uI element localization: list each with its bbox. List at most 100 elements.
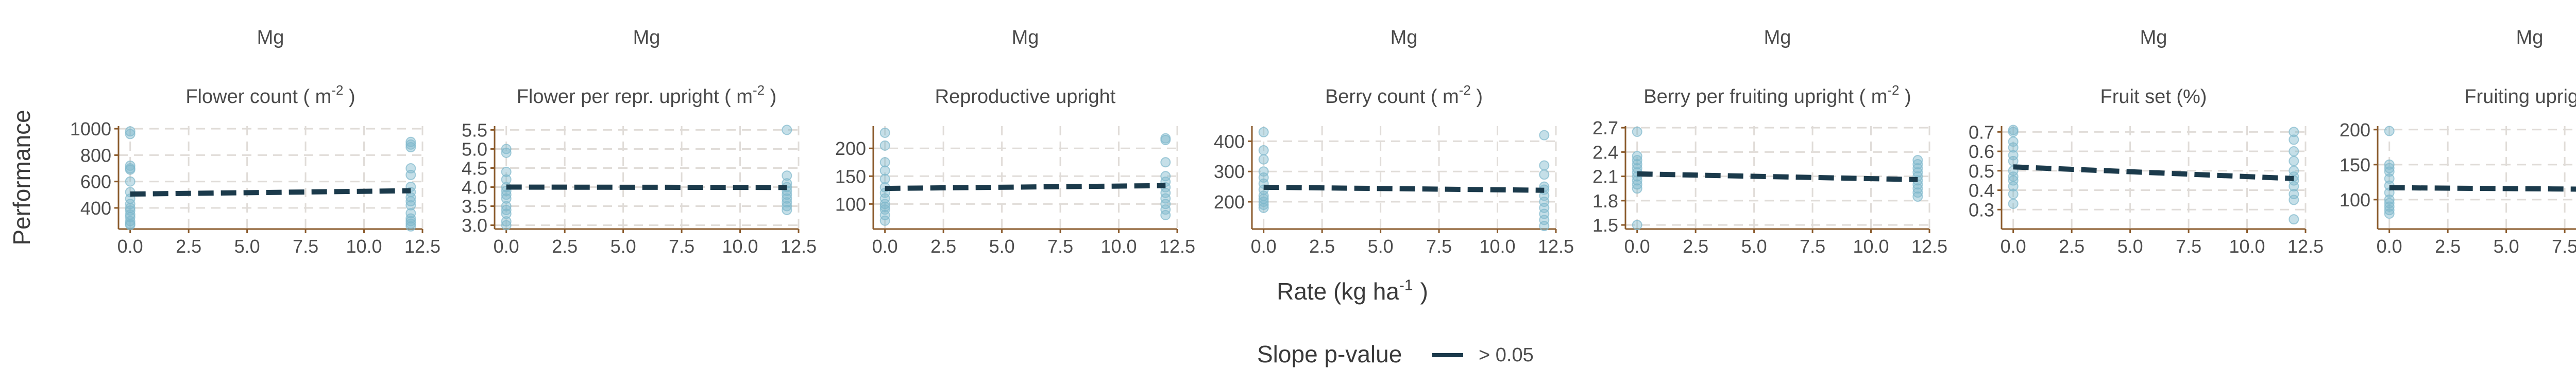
panel-unit-post: ) bbox=[343, 86, 355, 108]
panel-data-point bbox=[405, 213, 416, 224]
panel-x-tick-label: 10.0 bbox=[1100, 236, 1137, 257]
panel-data-point bbox=[879, 173, 890, 184]
panel-title: Flower per repr. upright ( m-2 ) bbox=[517, 82, 777, 108]
panel-title-text: Berry count ( bbox=[1325, 86, 1443, 108]
x-axis-title-end: ) bbox=[1420, 278, 1428, 305]
panel-nutrient-label: Mg bbox=[1391, 27, 1418, 48]
panel-x-tick-label: 12.5 bbox=[1538, 236, 1574, 257]
panel-data-point bbox=[2008, 127, 2019, 137]
panel-x-tick-label: 0.0 bbox=[117, 236, 143, 257]
panel-data-point bbox=[1632, 183, 1642, 194]
panel-data-point bbox=[125, 216, 135, 226]
panel-data-point bbox=[879, 215, 890, 226]
panel-data-point bbox=[879, 201, 890, 212]
panel-x-tick-label: 7.5 bbox=[1047, 236, 1073, 257]
panel-y-tick-label: 800 bbox=[80, 145, 111, 166]
panel-data-point bbox=[2008, 181, 2019, 191]
panel-x-tick-label: 0.0 bbox=[1251, 236, 1277, 257]
panel-y-tick-label: 400 bbox=[1214, 131, 1245, 152]
panel-data-point bbox=[782, 204, 792, 215]
panel-y-tick-label: 200 bbox=[835, 138, 866, 159]
panel-nutrient-label: Mg bbox=[2516, 27, 2544, 48]
panel-unit-post: ) bbox=[1471, 86, 1483, 108]
panel-unit-base: m bbox=[1871, 86, 1888, 108]
panel-x-tick-label: 0.0 bbox=[1624, 236, 1650, 257]
panel-x-tick-label: 5.0 bbox=[2494, 236, 2519, 257]
panel-2: Mg Flower per repr. upright ( m-2 ) 3.03.5… bbox=[462, 27, 817, 257]
panel-nutrient-label: Mg bbox=[1012, 27, 1039, 48]
panel-nutrient-label: Mg bbox=[1764, 27, 1791, 48]
panel-x-tick-label: 10.0 bbox=[2229, 236, 2265, 257]
panel-x-tick-label: 10.0 bbox=[346, 236, 382, 257]
panel-data-point bbox=[2008, 189, 2019, 200]
panel-data-point bbox=[1539, 221, 1550, 232]
panel-x-tick-label: 2.5 bbox=[2435, 236, 2461, 257]
panel-x-tick-label: 2.5 bbox=[2059, 236, 2084, 257]
panel-data-point bbox=[1160, 157, 1171, 168]
panel-data-point bbox=[1539, 169, 1550, 180]
panel-data-point bbox=[2289, 195, 2299, 205]
panel-x-tick-label: 2.5 bbox=[1683, 236, 1708, 257]
legend: Slope p-value > 0.05 bbox=[1257, 341, 1534, 367]
panel-x-tick-label: 12.5 bbox=[781, 236, 817, 257]
panel-data-point bbox=[405, 169, 416, 180]
panel-y-tick-label: 2.1 bbox=[1592, 166, 1618, 187]
panel-x-tick-label: 0.0 bbox=[872, 236, 898, 257]
panel-x-tick-label: 5.0 bbox=[2117, 236, 2143, 257]
x-axis-title: Rate (kg ha-1) bbox=[1277, 277, 1428, 305]
panel-unit-post: ) bbox=[765, 86, 776, 108]
panel-y-tick-label: 200 bbox=[2340, 119, 2370, 141]
panel-unit-sup: -2 bbox=[1887, 82, 1899, 98]
panel-x-tick-label: 10.0 bbox=[1853, 236, 1889, 257]
panel-y-tick-label: 100 bbox=[835, 194, 866, 215]
panel-y-tick-label: 0.5 bbox=[1969, 161, 1994, 182]
panel-data-point bbox=[879, 193, 890, 204]
panel-data-point bbox=[1160, 135, 1171, 146]
panel-unit-base: m bbox=[736, 86, 753, 108]
panel-data-point bbox=[125, 129, 135, 139]
panel-y-tick-label: 2.4 bbox=[1592, 142, 1618, 163]
panel-data-point bbox=[1258, 202, 1269, 213]
legend-title: Slope p-value bbox=[1257, 341, 1402, 367]
panel-data-point bbox=[879, 165, 890, 176]
panel-x-tick-label: 5.0 bbox=[234, 236, 260, 257]
panel-y-tick-label: 5.0 bbox=[462, 138, 487, 160]
panel-data-point bbox=[1258, 145, 1269, 156]
panel-x-tick-label: 0.0 bbox=[494, 236, 519, 257]
panel-x-tick-label: 2.5 bbox=[1309, 236, 1335, 257]
panel-data-point bbox=[2384, 163, 2395, 173]
panel-nutrient-label: Mg bbox=[2140, 27, 2167, 48]
panel-data-point bbox=[1912, 159, 1923, 170]
panel-title-text: Berry per fruiting upright ( bbox=[1643, 86, 1871, 108]
panel-x-tick-label: 10.0 bbox=[1479, 236, 1515, 257]
panel-x-tick-label: 0.0 bbox=[2001, 236, 2026, 257]
panel-data-point bbox=[1912, 183, 1923, 194]
panel-data-point bbox=[501, 189, 512, 200]
panel-3: Mg Reproductive upright 100 150 200 0.0 2.5 5.0… bbox=[835, 27, 1195, 257]
panel-title: Reproductive upright bbox=[935, 86, 1116, 108]
panel-trend-line bbox=[2389, 185, 2576, 192]
panel-y-tick-label: 100 bbox=[2340, 189, 2370, 210]
panel-trend-line bbox=[506, 184, 787, 190]
panel-y-tick-label: 600 bbox=[80, 171, 111, 192]
panel-x-tick-label: 2.5 bbox=[552, 236, 578, 257]
panel-data-point bbox=[405, 139, 416, 150]
panel-data-point bbox=[405, 218, 416, 229]
x-axis-title-sup: -1 bbox=[1399, 277, 1413, 294]
panel-data-point bbox=[125, 220, 135, 231]
y-axis-title: Performance bbox=[8, 110, 35, 245]
panel-data-point bbox=[405, 221, 416, 232]
panel-unit-sup: -2 bbox=[331, 82, 343, 98]
panel-data-point bbox=[2384, 198, 2395, 208]
panel-unit-sup: -2 bbox=[1459, 82, 1471, 98]
panel-data-point bbox=[501, 193, 512, 204]
panel-data-point bbox=[1912, 167, 1923, 178]
panel-y-tick-label: 0.4 bbox=[1969, 180, 1994, 201]
panel-x-tick-label: 12.5 bbox=[2287, 236, 2324, 257]
panel-data-point bbox=[2289, 155, 2299, 166]
panel-data-point bbox=[2384, 194, 2395, 205]
panel-unit-base: m bbox=[315, 86, 332, 108]
panel-data-point bbox=[2384, 201, 2395, 212]
panel-data-point bbox=[2384, 173, 2395, 184]
